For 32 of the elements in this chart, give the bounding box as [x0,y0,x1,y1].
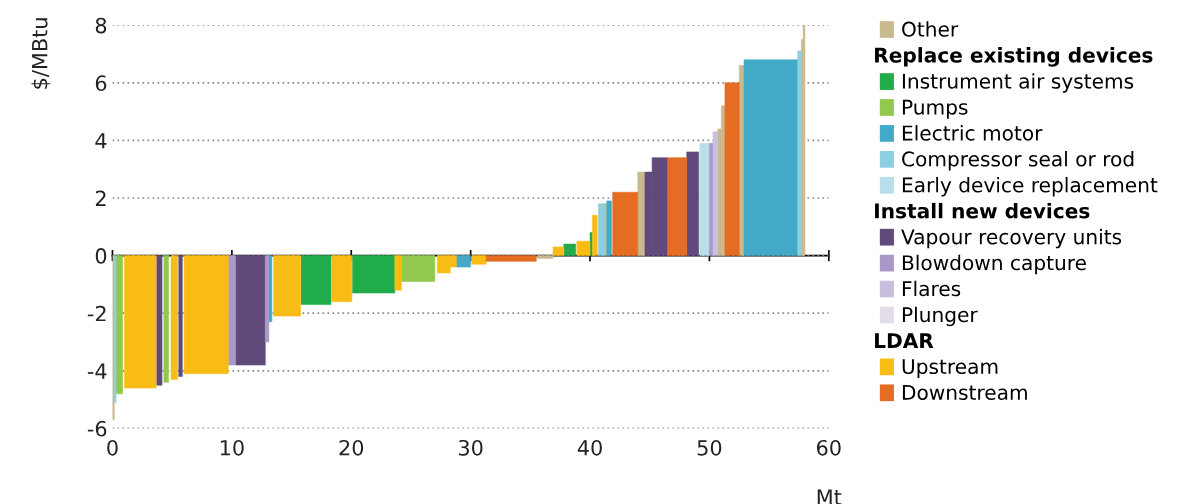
x-tick-label: 0 [107,439,118,456]
x-axis-title: Mt [817,489,842,504]
legend-label: Electric motor [902,125,1043,141]
text: LDAR [875,333,934,348]
legend-label: Downstream [902,385,1027,401]
legend-label: Vapour recovery units [901,228,1122,249]
legend-label: Flares [902,280,961,297]
text: Install new devices [875,202,1090,219]
y-tick-label: -2 [87,305,106,322]
x-tick-label: 10 [220,439,244,456]
y-tick-label: 8 [95,17,107,34]
y-axis-title: $/MBtu [31,18,51,89]
x-tick-label: 20 [339,439,364,456]
legend-label: Other [902,21,959,37]
x-tick-label: 30 [458,439,483,456]
legend-label: Instrument air systems [902,73,1134,93]
legend-label: Early device replacement [902,176,1158,197]
text: Replace existing devices [875,47,1153,67]
legend-label: Plunger [902,306,978,327]
x-tick-label: 40 [577,439,602,456]
y-tick-label: 0 [95,248,107,264]
y-tick-label: -4 [87,363,107,379]
y-tick-label: 6 [95,75,107,92]
legend-label: Compressor seal or rod [902,151,1134,171]
legend-label: Blowdown capture [902,254,1086,275]
x-tick-label: 60 [817,439,841,456]
y-tick-label: 4 [95,133,107,149]
y-tick-label: -6 [87,420,107,437]
x-tick-label: 50 [697,439,722,456]
legend-label: Pumps [902,99,968,119]
y-tick-label: 2 [95,190,106,206]
legend-label: Upstream [902,359,998,379]
